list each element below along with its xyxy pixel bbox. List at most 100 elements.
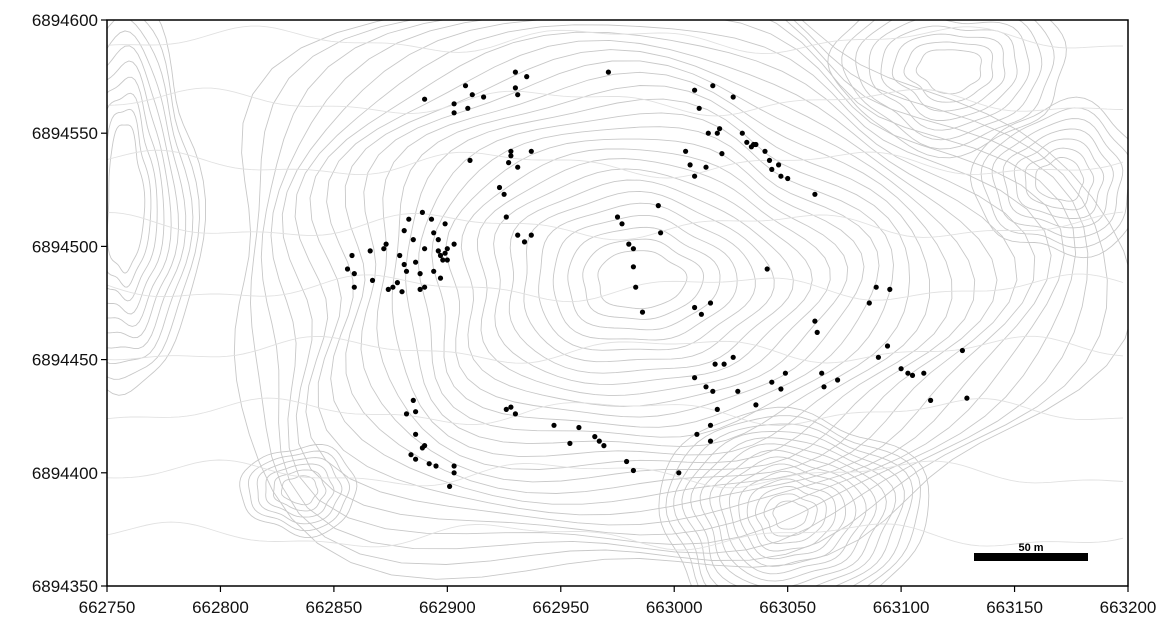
data-point xyxy=(605,69,612,75)
data-point xyxy=(351,284,357,290)
contour-line xyxy=(582,238,705,320)
data-point xyxy=(390,284,396,290)
data-point xyxy=(367,248,373,254)
data-point xyxy=(812,191,818,197)
data-point xyxy=(422,96,428,102)
data-point xyxy=(422,443,428,449)
data-point xyxy=(515,232,521,238)
data-point xyxy=(819,370,825,376)
y-tick-label: 6894500 xyxy=(32,237,98,256)
data-point xyxy=(814,329,820,335)
data-point xyxy=(406,216,412,222)
contour-line xyxy=(855,20,1043,141)
data-point xyxy=(496,184,503,191)
data-point xyxy=(508,148,514,154)
contour-line xyxy=(107,211,1124,241)
data-point xyxy=(921,370,927,376)
contour-line xyxy=(755,485,827,544)
data-point xyxy=(624,458,630,465)
data-point xyxy=(714,130,720,136)
x-tick-label: 663150 xyxy=(986,598,1043,617)
data-point xyxy=(383,241,389,247)
y-tick-label: 6894400 xyxy=(32,464,98,483)
data-point xyxy=(744,139,750,145)
contour-line xyxy=(256,457,343,525)
data-point xyxy=(739,130,745,136)
contour-line xyxy=(868,20,1030,131)
data-point xyxy=(626,241,632,247)
contour-line xyxy=(107,124,146,274)
contour-line xyxy=(107,60,172,327)
data-point xyxy=(762,148,768,154)
contour-line xyxy=(552,214,738,341)
data-point xyxy=(630,246,637,252)
data-point xyxy=(397,252,403,259)
data-point xyxy=(417,271,423,277)
point-markers xyxy=(344,69,970,489)
contour-line xyxy=(326,39,1018,505)
data-point xyxy=(696,105,702,111)
contour-line xyxy=(665,415,921,586)
contour-line xyxy=(107,397,1124,426)
data-point xyxy=(614,214,621,220)
data-point xyxy=(658,230,664,236)
data-point xyxy=(437,252,444,259)
contour-line xyxy=(903,41,994,103)
contour-line xyxy=(673,423,914,586)
data-point xyxy=(705,130,711,136)
data-point xyxy=(524,74,530,80)
data-point xyxy=(714,406,720,412)
data-point xyxy=(451,470,457,476)
data-point xyxy=(349,252,355,259)
contour-line xyxy=(915,49,982,95)
contour-line xyxy=(1002,128,1114,229)
contour-line xyxy=(690,437,897,586)
data-point xyxy=(782,370,789,376)
data-point xyxy=(551,422,557,428)
data-point xyxy=(703,384,709,390)
contour-line xyxy=(250,20,1108,565)
contour-line xyxy=(344,49,998,494)
contour-line xyxy=(772,500,809,530)
contour-line xyxy=(597,250,688,310)
data-point xyxy=(710,388,716,394)
contour-line xyxy=(294,24,1052,526)
data-point xyxy=(764,266,770,272)
data-point xyxy=(381,246,387,252)
scale-bar: 50 m xyxy=(974,542,1088,561)
data-point xyxy=(394,280,400,286)
data-point xyxy=(884,343,891,349)
data-point xyxy=(873,284,879,290)
x-tick-label: 663200 xyxy=(1100,598,1157,617)
contour-line xyxy=(281,20,1065,536)
scale-bar-bar xyxy=(974,553,1088,561)
contour-line xyxy=(1013,138,1105,219)
data-point xyxy=(401,261,407,268)
data-point xyxy=(451,101,457,107)
contour-line xyxy=(107,20,194,365)
data-point xyxy=(909,372,916,378)
contour-line xyxy=(980,107,1128,249)
data-point xyxy=(408,452,414,458)
data-point xyxy=(592,434,598,440)
data-point xyxy=(422,284,428,290)
data-point xyxy=(596,438,602,444)
data-point xyxy=(712,361,718,367)
data-point xyxy=(413,431,419,437)
data-point xyxy=(778,173,784,179)
contour-line xyxy=(746,478,837,552)
data-point xyxy=(692,173,698,179)
data-point xyxy=(707,422,714,428)
data-point xyxy=(435,237,441,243)
contour-line xyxy=(719,456,867,575)
data-point xyxy=(413,456,419,462)
contour-line xyxy=(991,118,1124,239)
scale-bar-label: 50 m xyxy=(1018,542,1043,554)
data-point xyxy=(467,157,473,163)
contour-line xyxy=(1035,156,1085,202)
contour-line xyxy=(709,449,877,582)
data-point xyxy=(508,404,514,410)
data-point xyxy=(812,318,818,324)
contour-line xyxy=(880,25,1018,121)
